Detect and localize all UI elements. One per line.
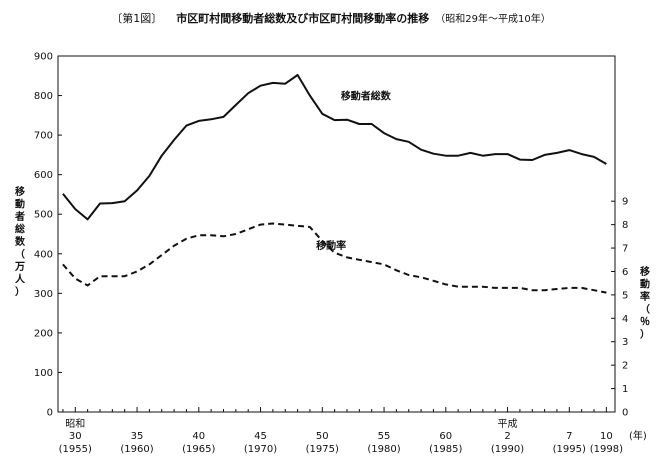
right-axis-tick-label: 7 — [622, 244, 628, 255]
right-axis-title-char: 移 — [640, 265, 650, 278]
left-axis-title: 移動者総数（万人） — [14, 185, 26, 298]
x-axis-tick-label: 平成 2 (1990) — [491, 418, 524, 455]
left-axis-title-char: 人 — [15, 273, 26, 286]
figure-period: （昭和29年～平成10年） — [435, 14, 551, 25]
left-axis-tick-label: 500 — [34, 210, 53, 221]
x-axis-tick-label-line: 7 — [566, 431, 572, 442]
x-axis-tick-label-line: (1960) — [120, 444, 153, 455]
figure-number: 〔第1図〕 — [111, 12, 163, 25]
left-axis-tick-label: 800 — [34, 91, 53, 102]
figure-title: 市区町村間移動者総数及び市区町村間移動率の推移 — [176, 12, 430, 25]
right-axis: 0 1 2 3 4 5 6 7 8 9 移動率（％） — [611, 197, 650, 419]
x-axis-tick-label-line: 50 — [316, 431, 329, 442]
x-axis-tick-label-line: (1985) — [429, 444, 462, 455]
x-axis-tick-label-line: 30 — [69, 431, 82, 442]
x-axis-unit: (年) — [629, 429, 647, 442]
right-axis-title-char: 動 — [640, 278, 650, 291]
x-axis-tick-label-line: 55 — [378, 431, 391, 442]
right-axis-title-char: ％ — [640, 316, 650, 328]
series-label-1: 移動者総数 — [341, 90, 392, 103]
x-axis-tick-label: 60 (1985) — [429, 431, 462, 455]
left-axis-title-char: 者 — [14, 210, 25, 223]
left-axis-tick-label: 0 — [47, 408, 53, 419]
x-axis-tick-label: 7 (1995) — [553, 431, 586, 455]
left-axis-title-char: ） — [15, 285, 25, 298]
x-axis-tick-label: 昭和 30 (1955) — [59, 418, 92, 455]
left-axis-tick-label: 400 — [34, 249, 53, 260]
right-axis-tick-label: 1 — [622, 384, 628, 395]
right-axis-tick-label: 5 — [622, 290, 628, 301]
right-axis-tick-label: 9 — [622, 197, 628, 208]
right-axis-tick-label: 0 — [622, 408, 628, 419]
left-axis-tick-label: 200 — [34, 328, 53, 339]
series-line-2 — [62, 222, 607, 294]
x-axis-tick-label-line: 40 — [192, 431, 205, 442]
x-axis-tick-label-line: (1975) — [306, 444, 339, 455]
x-axis-tick-label: 50 (1975) — [306, 431, 339, 455]
x-axis-tick-label: 40 (1965) — [182, 431, 215, 455]
left-axis: 0 100 200 300 400 500 600 700 800 900 移動者総数（万人） — [14, 52, 62, 419]
x-axis-tick-label-line: (1955) — [59, 444, 92, 455]
x-axis-tick-label: 35 (1960) — [120, 431, 153, 455]
x-axis-tick-label: 45 (1970) — [244, 431, 277, 455]
plot-frame — [57, 55, 616, 413]
x-axis-tick-label-line: 昭和 — [65, 418, 85, 430]
right-axis-tick-label: 6 — [622, 267, 628, 278]
series-label-2: 移動率 — [316, 239, 346, 252]
x-axis: 昭和 30 (1955) 35 (1960) 40 (1965) 45 (1970) 50 (197… — [59, 407, 647, 455]
left-axis-title-char: 移 — [15, 185, 25, 198]
x-axis-tick-label-line: 45 — [254, 431, 267, 442]
right-axis-tick-label: 3 — [622, 337, 628, 348]
left-axis-tick-label: 600 — [34, 170, 53, 181]
right-axis-title: 移動率（％） — [640, 265, 650, 341]
right-axis-tick-label: 2 — [622, 361, 628, 372]
right-axis-title-char: 率 — [640, 290, 650, 303]
right-axis-tick-label: 4 — [622, 314, 628, 325]
left-axis-title-char: 動 — [15, 198, 25, 211]
left-axis-title-char: 数 — [15, 235, 26, 248]
left-axis-tick-label: 100 — [34, 368, 53, 379]
x-axis-tick-label: 55 (1980) — [367, 431, 400, 455]
x-axis-tick-label-line: (1998) — [590, 444, 623, 455]
right-axis-tick-label: 8 — [622, 220, 628, 231]
left-axis-title-char: （ — [15, 248, 25, 261]
left-axis-title-char: 万 — [14, 261, 25, 273]
chart-title: 〔第1図〕 市区町村間移動者総数及び市区町村間移動率の推移 （昭和29年～平成10年… — [0, 10, 662, 26]
x-axis-tick-label-line: 2 — [504, 431, 510, 442]
x-axis-tick-label-line: (1980) — [367, 444, 400, 455]
left-axis-tick-label: 700 — [34, 131, 53, 142]
x-axis-tick-label-line: (1990) — [491, 444, 524, 455]
right-axis-title-char: （ — [640, 303, 650, 316]
x-axis-tick-label-line: 10 — [600, 431, 613, 442]
x-axis-tick-label-line: 平成 — [498, 418, 518, 430]
x-axis-tick-label-line: (1970) — [244, 444, 277, 455]
series-layer — [62, 74, 607, 294]
x-axis-tick-label-line: (1995) — [553, 444, 586, 455]
x-axis-tick-label-line: 35 — [131, 431, 144, 442]
left-axis-title-char: 総 — [15, 223, 25, 236]
right-axis-title-char: ） — [640, 328, 650, 341]
x-axis-tick-label-line: (1965) — [182, 444, 215, 455]
left-axis-tick-label: 300 — [34, 289, 53, 300]
x-axis-tick-label-line: 60 — [439, 431, 452, 442]
series-line-1 — [62, 74, 607, 221]
x-axis-tick-label: 10 (1998) — [590, 431, 623, 455]
left-axis-tick-label: 900 — [34, 52, 53, 63]
